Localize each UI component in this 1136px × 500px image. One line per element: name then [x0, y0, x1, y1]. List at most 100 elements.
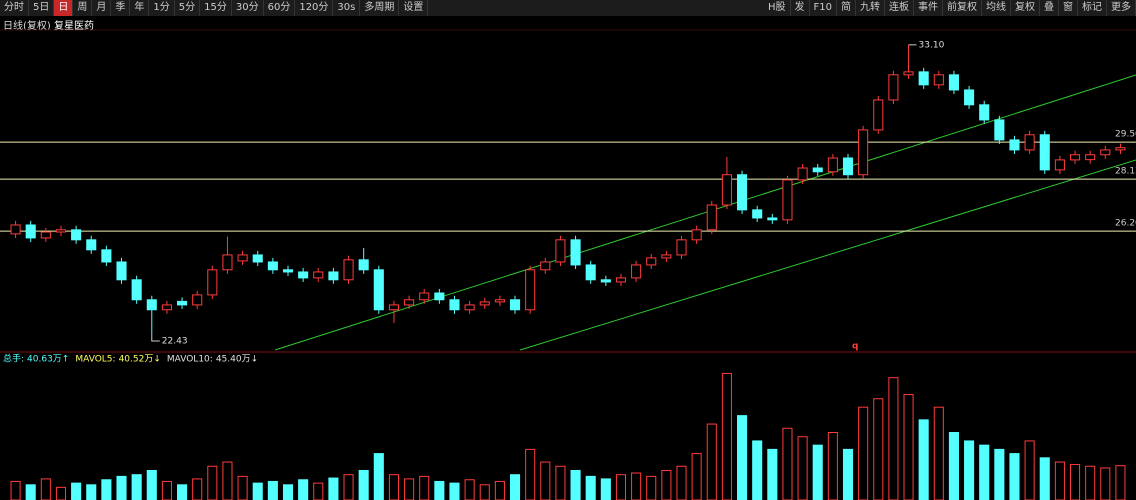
- candle-body: [691, 229, 702, 241]
- toolbar-button[interactable]: 均线: [982, 0, 1011, 16]
- candle-body: [10, 224, 21, 235]
- volume-bar: [737, 415, 748, 500]
- toolbar-left: 分时 5日日周月季年 1分 5分 15分 30分 60分 120分 30s 多周期 设置: [0, 0, 429, 16]
- toolbar-button[interactable]: 简: [837, 0, 856, 16]
- toolbar-button[interactable]: 60分: [264, 0, 296, 16]
- volume-bar: [842, 448, 854, 500]
- toolbar-button[interactable]: 月: [92, 0, 112, 16]
- candle-body: [267, 261, 278, 271]
- chart-header: 日线(复权) 复星医药: [3, 17, 94, 32]
- volume-bar: [373, 453, 384, 500]
- volume-bar: [1054, 461, 1065, 500]
- candle-body: [737, 174, 748, 211]
- candle-body: [858, 129, 869, 176]
- volume-bar: [434, 480, 445, 500]
- min-pointer: [151, 332, 160, 342]
- candle-body: [86, 239, 97, 251]
- candle-body: [282, 269, 294, 273]
- volume-bar: [873, 398, 884, 500]
- candle-body: [782, 179, 793, 221]
- toolbar-button[interactable]: 季: [111, 0, 131, 16]
- candle-body: [1054, 159, 1065, 171]
- candle-body: [101, 249, 112, 263]
- candle-body: [343, 259, 354, 281]
- toolbar-button[interactable]: F10: [810, 0, 837, 16]
- candle-body: [449, 299, 460, 311]
- legend-name: MAVOL5:: [75, 355, 115, 365]
- toolbar-button[interactable]: 30s: [333, 0, 361, 16]
- toolbar-button[interactable]: 30分: [232, 0, 264, 16]
- candle-body: [55, 229, 67, 233]
- toolbar-button[interactable]: 多周期: [360, 0, 400, 16]
- candle-body: [646, 257, 657, 266]
- candle-body: [706, 204, 717, 231]
- volume-bar: [782, 427, 793, 500]
- volume-bar: [676, 465, 687, 500]
- candle-body: [328, 271, 339, 281]
- toolbar-button[interactable]: 标记: [1078, 0, 1107, 16]
- toolbar-button[interactable]: 九转: [856, 0, 885, 16]
- volume-bar: [237, 475, 248, 500]
- toolbar-button[interactable]: 前复权: [943, 0, 982, 16]
- toolbar-button[interactable]: 5日: [29, 0, 55, 16]
- candle-body: [767, 217, 778, 221]
- legend-value: 40.52万↓: [119, 355, 161, 365]
- candle-body: [116, 261, 127, 281]
- candle-body: [1069, 154, 1081, 161]
- volume-bar: [358, 469, 369, 500]
- toolbar-button[interactable]: 分时: [0, 0, 29, 16]
- toolbar-button[interactable]: H股: [764, 0, 791, 16]
- volume-bar: [161, 480, 172, 500]
- toolbar-button[interactable]: 事件: [914, 0, 943, 16]
- candle-body: [631, 264, 642, 279]
- toolbar-button[interactable]: 窗: [1059, 0, 1078, 16]
- volume-bar: [994, 448, 1005, 500]
- toolbar-button[interactable]: 120分: [295, 0, 334, 16]
- candle-body: [600, 279, 611, 283]
- candle-body: [373, 269, 384, 311]
- candle-body: [313, 271, 324, 279]
- candle-body: [494, 299, 505, 303]
- volume-bar: [146, 469, 157, 500]
- toolbar-button[interactable]: 复权: [1011, 0, 1040, 16]
- toolbar-button[interactable]: 日: [54, 0, 74, 16]
- toolbar-button[interactable]: 叠: [1040, 0, 1059, 16]
- volume-bar: [282, 484, 294, 500]
- candle-body: [479, 301, 490, 306]
- toolbar-button[interactable]: 设置: [399, 0, 429, 16]
- candle-body: [388, 304, 399, 311]
- candle-body: [71, 229, 82, 241]
- volume-bar: [948, 432, 959, 500]
- candle-body: [1039, 134, 1050, 171]
- volume-bar: [252, 482, 263, 500]
- toolbar-button[interactable]: 年: [130, 0, 150, 16]
- candle-body: [615, 277, 627, 283]
- toolbar-button[interactable]: 连板: [885, 0, 914, 16]
- volume-bar: [298, 479, 309, 500]
- volume-bar: [464, 479, 475, 500]
- volume-bar: [903, 394, 914, 500]
- toolbar-button[interactable]: 15分: [200, 0, 232, 16]
- candle-body: [25, 224, 36, 239]
- volume-bar: [313, 482, 324, 500]
- volume-bar: [10, 480, 21, 500]
- toolbar-button[interactable]: 周: [73, 0, 93, 16]
- max-label: 33.10: [919, 40, 945, 50]
- volume-bar: [267, 480, 278, 500]
- candle-body: [161, 304, 172, 311]
- candle-body: [948, 74, 959, 91]
- period: 日线(复权): [3, 21, 51, 32]
- volume-bar: [767, 448, 778, 500]
- volume-bar: [101, 479, 112, 500]
- stock-name: 复星医药: [54, 21, 94, 32]
- legend-value: 45.40万↓: [216, 355, 258, 365]
- toolbar-button[interactable]: 发: [791, 0, 810, 16]
- candle-body: [252, 254, 263, 263]
- volume-bar: [1069, 464, 1081, 500]
- toolbar-button[interactable]: 5分: [175, 0, 201, 16]
- candle-body: [827, 157, 838, 173]
- volume-bar: [419, 475, 430, 500]
- toolbar-button[interactable]: 1分: [149, 0, 175, 16]
- volume-bar: [494, 480, 505, 500]
- candle-body: [358, 259, 369, 271]
